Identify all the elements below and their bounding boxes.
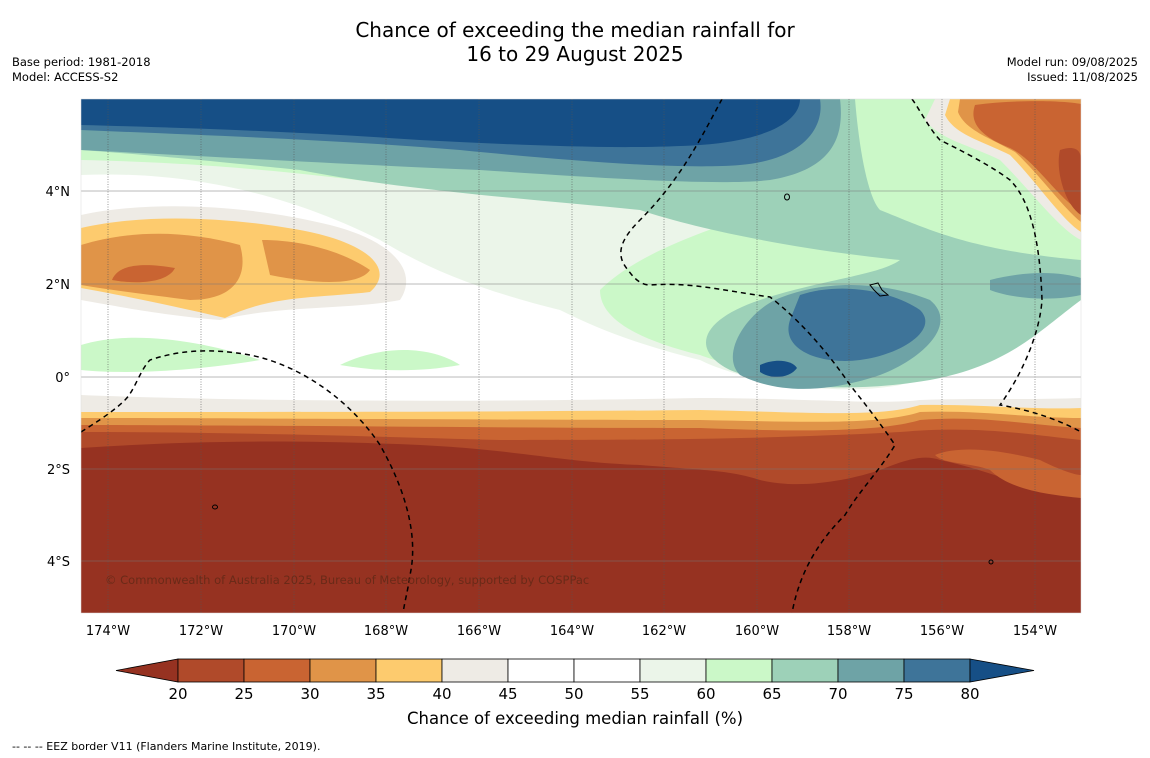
colorbar-tick-label: 55 [630, 685, 649, 700]
latitude-lines [81, 190, 1081, 562]
dry-25-30-nw [112, 265, 175, 283]
map-field: © Commonwealth of Australia 2025, Bureau… [81, 99, 1081, 613]
lon-label: 174°W [86, 624, 130, 639]
lon-label: 166°W [457, 624, 501, 639]
model-name: Model: ACCESS-S2 [12, 70, 119, 84]
colorbar-tick-label: 45 [498, 685, 517, 700]
colorbar-segment [243, 658, 311, 683]
colorbar-tick-label: 20 [168, 685, 187, 700]
dry-30-35-nw2 [262, 240, 370, 282]
copyright-text: © Commonwealth of Australia 2025, Bureau… [105, 573, 589, 587]
colorbar-segment [573, 658, 641, 683]
lon-label: 160°W [735, 624, 779, 639]
colorbar-tick-label: 65 [762, 685, 781, 700]
lon-label: 164°W [550, 624, 594, 639]
map-title: Chance of exceeding the median rainfall … [0, 18, 1150, 66]
colorbar-over-arrow [969, 658, 1035, 683]
colorbar-tick-label: 40 [432, 685, 451, 700]
rainfall-map: © Commonwealth of Australia 2025, Bureau… [46, 98, 1082, 700]
band-60-65-patch [340, 350, 460, 371]
lon-label: 154°W [1013, 624, 1057, 639]
lon-label: 158°W [827, 624, 871, 639]
lat-label: 2°N [46, 278, 71, 293]
colorbar-under-arrow [115, 658, 179, 683]
colorbar-tick-label: 30 [300, 685, 319, 700]
lat-label: 4°N [46, 185, 71, 200]
colorbar-segment [177, 658, 245, 683]
colorbar-tick-label: 75 [894, 685, 913, 700]
meta-right: Model run: 09/08/2025 Issued: 11/08/2025 [1007, 55, 1138, 85]
band-above-80 [81, 99, 800, 148]
longitude-labels: 174°W 172°W 170°W 168°W 166°W 164°W 162°… [86, 624, 1057, 639]
title-line-2: 16 to 29 August 2025 [466, 42, 684, 66]
colorbar: 20 25 30 35 40 45 50 55 60 65 70 75 80 [115, 658, 1035, 700]
colorbar-tick-label: 50 [564, 685, 583, 700]
dry-25-30-ne [973, 101, 1081, 212]
model-run: Model run: 09/08/2025 [1006, 55, 1138, 69]
colorbar-segment [837, 658, 905, 683]
eez-borders [81, 99, 1081, 613]
colorbar-tick-label: 80 [960, 685, 979, 700]
band-70-75-east [990, 273, 1081, 299]
title-line-1: Chance of exceeding the median rainfall … [355, 18, 795, 42]
colorbar-tick-label: 35 [366, 685, 385, 700]
colorbar-segment [507, 658, 575, 683]
colorbar-segment [903, 658, 971, 683]
colorbar-segment [441, 658, 509, 683]
islands [212, 193, 994, 565]
colorbar-segment [309, 658, 377, 683]
colorbar-tick-label: 60 [696, 685, 715, 700]
lon-label: 168°W [364, 624, 408, 639]
dry-20-25-ne [1058, 148, 1081, 215]
lat-label: 2°S [47, 463, 70, 478]
lat-label: 4°S [47, 555, 70, 570]
band-above-80-south [760, 360, 797, 377]
lat-label: 0° [55, 371, 70, 386]
colorbar-title: Chance of exceeding median rainfall (%) [406, 709, 744, 728]
lon-label: 170°W [272, 624, 316, 639]
base-period: Base period: 1981-2018 [12, 55, 151, 69]
latitude-labels: 4°N 2°N 0° 2°S 4°S [46, 185, 71, 570]
map-frame [80, 98, 1082, 614]
band-60-65-equator [81, 337, 260, 372]
dry-25-30-se [935, 449, 1081, 498]
dry-below-20-south [81, 441, 1081, 613]
colorbar-segment [771, 658, 839, 683]
eez-footnote: -- -- -- EEZ border V11 (Flanders Marine… [12, 740, 321, 753]
graticule [107, 99, 1036, 613]
meta-left: Base period: 1981-2018 Model: ACCESS-S2 [12, 55, 151, 85]
colorbar-tick-label: 70 [828, 685, 847, 700]
colorbar-segment [639, 658, 707, 683]
issued-date: Issued: 11/08/2025 [1027, 70, 1138, 84]
band-75-80-south [788, 288, 926, 361]
colorbar-tick-label: 25 [234, 685, 253, 700]
lon-label: 172°W [179, 624, 223, 639]
lon-label: 162°W [642, 624, 686, 639]
lon-label: 156°W [920, 624, 964, 639]
colorbar-segment [705, 658, 773, 683]
colorbar-segment [375, 658, 443, 683]
